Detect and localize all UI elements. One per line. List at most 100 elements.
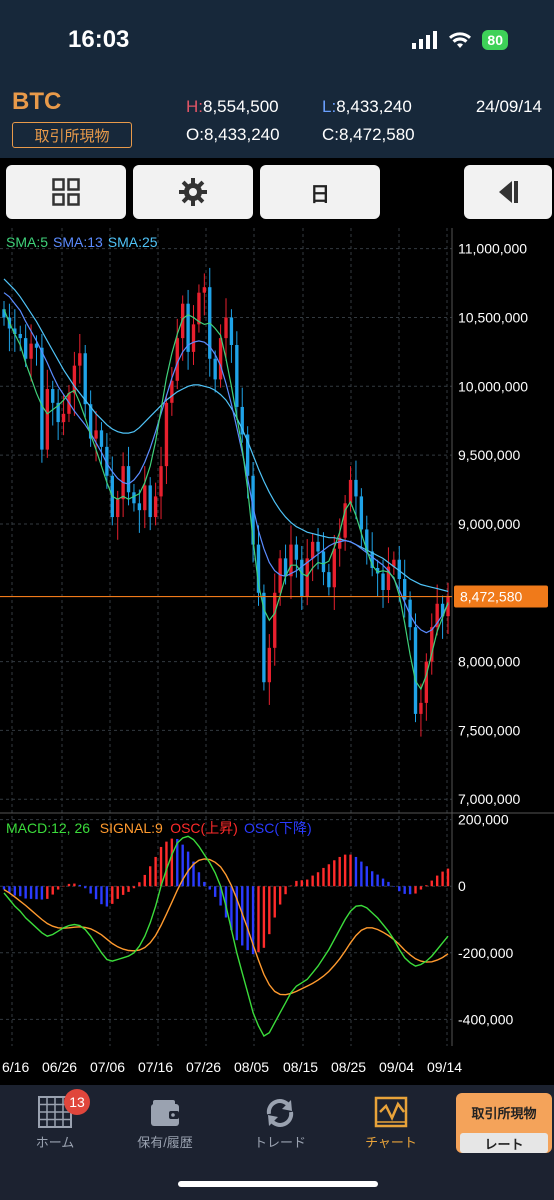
rate-button[interactable]: 取引所現物 レート: [456, 1093, 552, 1153]
collapse-panel-icon: [499, 181, 518, 203]
osc-bar: [121, 886, 125, 895]
osc-bar: [13, 886, 17, 896]
bottom-tab-bar: ホーム 13 保有/履歴 トレード チャート 取引所現物 レート: [0, 1085, 554, 1200]
period-button[interactable]: 日: [260, 165, 380, 219]
candle-body: [224, 317, 228, 339]
open-value: O:8,433,240: [186, 125, 280, 144]
price-header: BTC 取引所現物 H:8,554,500 L:8,433,240 O:8,43…: [0, 80, 554, 158]
tab-home[interactable]: ホーム 13: [0, 1085, 110, 1155]
osc-bar: [268, 886, 271, 935]
chart-toolbar: 日: [0, 158, 554, 228]
osc-bar: [148, 866, 152, 887]
candle-body: [283, 558, 288, 577]
candlestick-chart[interactable]: 11,000,000 10,500,000 10,000,000 9,500,000 9…: [0, 228, 554, 1085]
candle-body: [29, 343, 33, 359]
gear-icon: [179, 178, 207, 206]
candle-body: [294, 544, 299, 560]
price-axis-label: 9,500,000: [458, 447, 520, 463]
status-icons: 80: [412, 30, 508, 50]
osc-bar: [19, 886, 22, 897]
candle-body: [153, 496, 158, 518]
candle-body: [132, 492, 136, 504]
osc-bar: [230, 886, 233, 931]
candle-body: [229, 317, 234, 345]
chart-area[interactable]: 11,000,000 10,500,000 10,000,000 9,500,000 9…: [0, 228, 554, 1085]
candle-body: [61, 413, 66, 423]
signal-line: [3, 858, 449, 996]
candle-body: [175, 338, 179, 381]
price-axis-label: 10,000,000: [458, 378, 528, 394]
osc-bar: [29, 886, 33, 899]
candle-body: [305, 558, 309, 597]
macd-axis-label: -400,000: [458, 1011, 513, 1027]
candle-body: [159, 466, 163, 497]
osc-bar: [235, 886, 239, 941]
osc-bar: [89, 886, 92, 894]
macd-legend-0: MACD:12, 26: [6, 820, 90, 836]
osc-bar: [333, 860, 336, 887]
osc-bar: [381, 878, 385, 887]
current-price-tag: [454, 585, 548, 608]
date-axis-label: 08/05: [234, 1059, 269, 1075]
osc-bar: [132, 886, 136, 889]
osc-bar: [213, 886, 217, 897]
osc-bar: [257, 886, 260, 953]
wifi-icon: [449, 32, 472, 48]
sma13-line: [3, 292, 449, 634]
macd-legend-2: OSC(上昇): [170, 820, 238, 836]
candle-body: [348, 479, 353, 504]
candle-body: [256, 544, 261, 593]
osc-bar: [311, 875, 314, 887]
candle-body: [218, 338, 223, 380]
close-value: C:8,472,580: [322, 125, 415, 144]
candle-body: [262, 592, 266, 683]
candle-body: [186, 303, 190, 352]
osc-bar: [289, 885, 293, 887]
tab-chart-label: チャート: [365, 1135, 417, 1150]
osc-bar: [51, 886, 54, 895]
osc-bar: [425, 885, 428, 887]
date-axis-label: 07/16: [138, 1059, 173, 1075]
candle-body: [403, 579, 407, 600]
candle-body: [386, 566, 391, 591]
market-badge[interactable]: 取引所現物: [12, 122, 132, 148]
osc-bar: [398, 886, 401, 892]
candle-body: [370, 551, 374, 568]
osc-bar: [316, 872, 320, 887]
candle-body: [397, 559, 401, 579]
osc-bar: [84, 886, 87, 889]
collapse-button[interactable]: [464, 165, 552, 219]
osc-bar: [2, 886, 6, 890]
candle-body: [289, 544, 293, 577]
candle-body: [235, 345, 239, 407]
price-axis-label: 10,500,000: [458, 309, 528, 325]
osc-bar: [354, 856, 358, 887]
candle-body: [51, 389, 55, 403]
sma-legend-2: SMA:25: [108, 234, 158, 250]
tab-holdings[interactable]: 保有/履歴: [110, 1085, 220, 1155]
candle-body: [413, 627, 418, 714]
price-axis-label: 7,000,000: [458, 791, 520, 807]
candle-body: [273, 592, 277, 648]
candle-body: [332, 548, 336, 588]
osc-bar: [197, 872, 201, 887]
osc-bar: [300, 880, 304, 887]
price-axis-label: 9,000,000: [458, 516, 520, 532]
candle-body: [381, 573, 385, 591]
tab-trade[interactable]: トレード: [225, 1085, 335, 1155]
candle-body: [300, 559, 304, 597]
candle-body: [446, 596, 450, 617]
candle-body: [164, 402, 169, 467]
osc-bar: [224, 886, 228, 918]
osc-bar: [370, 871, 374, 887]
osc-bar: [8, 886, 11, 893]
layout-button[interactable]: [6, 165, 126, 219]
osc-bar: [327, 864, 331, 887]
candle-body: [83, 353, 87, 405]
osc-bar: [24, 886, 27, 899]
osc-bar: [143, 874, 146, 887]
candle-body: [392, 559, 396, 567]
candle-body: [354, 479, 358, 497]
settings-button[interactable]: [133, 165, 253, 219]
tab-chart[interactable]: チャート: [336, 1085, 446, 1155]
